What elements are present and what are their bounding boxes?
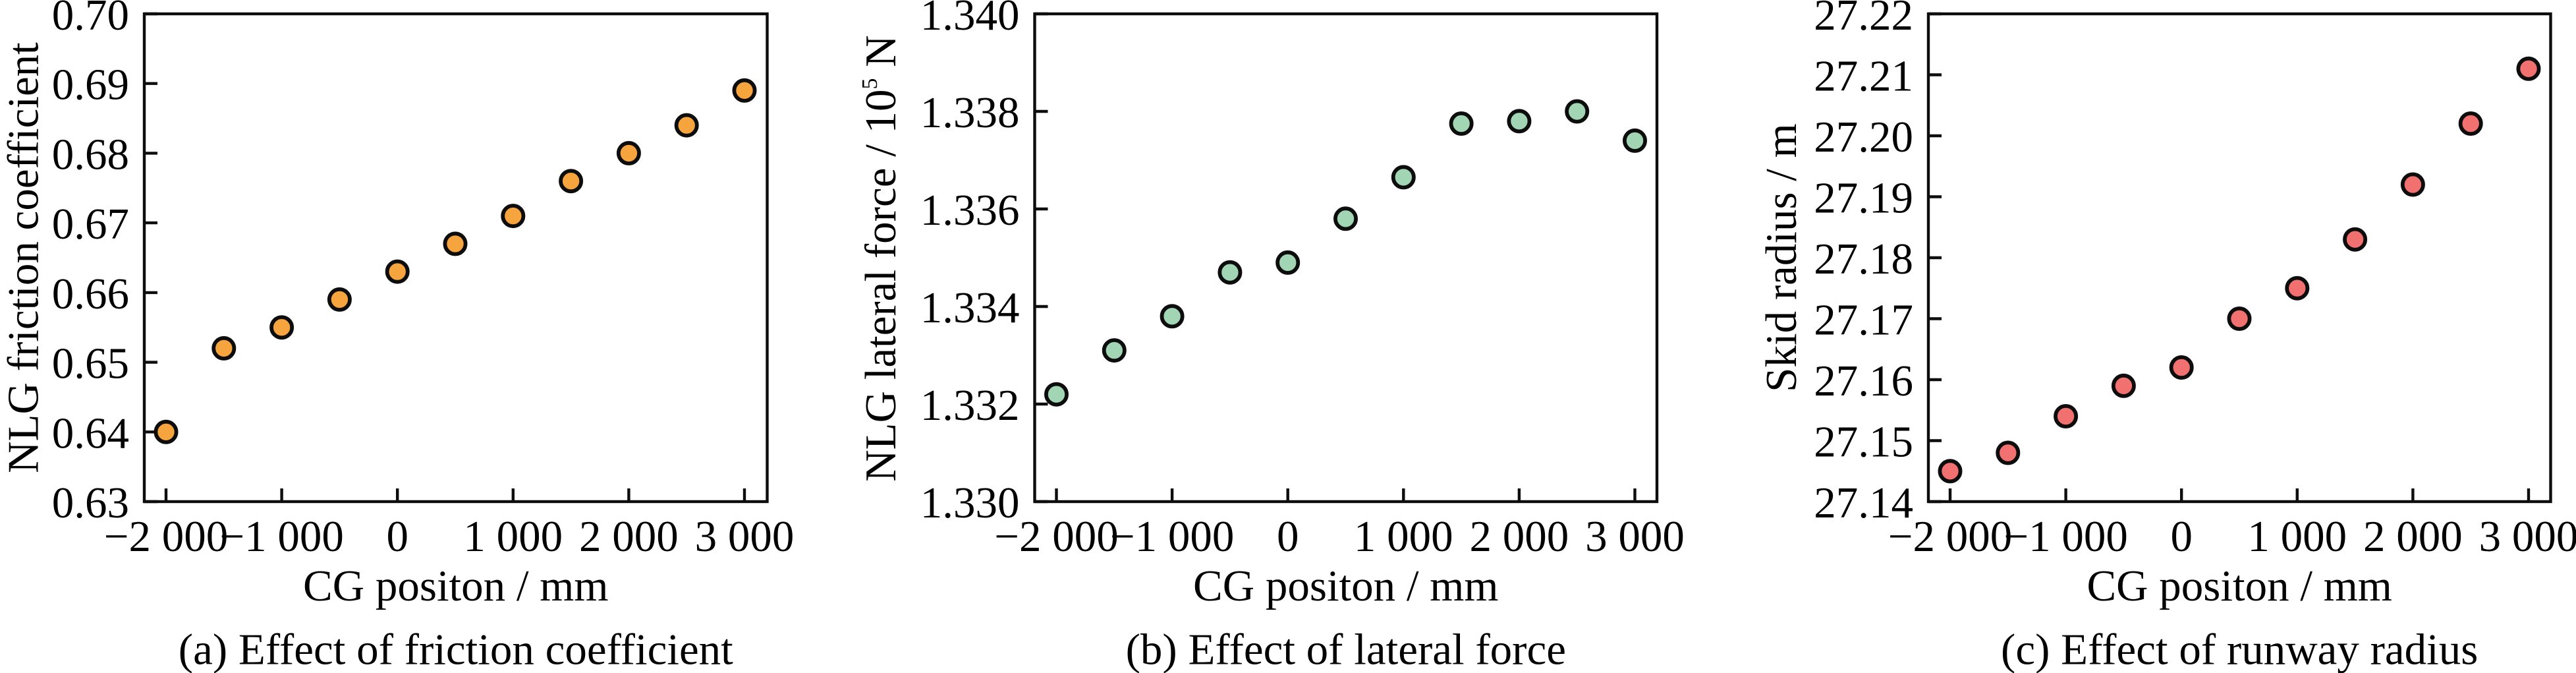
svg-text:0: 0 (1277, 512, 1299, 561)
svg-text:1.338: 1.338 (920, 88, 1020, 137)
svg-text:(c) Effect of runway radius: (c) Effect of runway radius (2001, 626, 2478, 673)
svg-text:27.14: 27.14 (1814, 479, 1913, 527)
svg-text:27.22: 27.22 (1814, 0, 1913, 40)
svg-text:NLG lateral force / 105 N: NLG lateral force / 105 N (856, 35, 905, 481)
svg-text:−2 000: −2 000 (1888, 512, 2013, 561)
svg-text:2 000: 2 000 (579, 512, 679, 561)
svg-text:CG positon / mm: CG positon / mm (2086, 562, 2392, 610)
svg-text:1.330: 1.330 (920, 479, 1020, 527)
svg-text:−2 000: −2 000 (104, 512, 229, 561)
svg-text:0.69: 0.69 (52, 61, 129, 109)
svg-text:27.15: 27.15 (1814, 418, 1913, 467)
svg-text:3 000: 3 000 (695, 512, 795, 561)
svg-text:NLG friction coefficient: NLG friction coefficient (0, 42, 48, 473)
svg-text:−1 000: −1 000 (219, 512, 344, 561)
svg-text:CG positon / mm: CG positon / mm (303, 562, 608, 610)
svg-text:0.63: 0.63 (52, 479, 129, 527)
svg-text:0: 0 (2170, 512, 2193, 561)
svg-text:2 000: 2 000 (1470, 512, 1569, 561)
svg-text:27.20: 27.20 (1814, 113, 1913, 161)
svg-text:1.332: 1.332 (920, 381, 1020, 430)
svg-text:27.16: 27.16 (1814, 357, 1913, 405)
svg-text:0.66: 0.66 (52, 270, 129, 318)
svg-text:2 000: 2 000 (2363, 512, 2463, 561)
svg-text:0: 0 (386, 512, 408, 561)
svg-text:1 000: 1 000 (1354, 512, 1453, 561)
svg-text:−1 000: −1 000 (2003, 512, 2128, 561)
svg-text:−1 000: −1 000 (1110, 512, 1235, 561)
svg-text:27.18: 27.18 (1814, 235, 1913, 283)
svg-text:1 000: 1 000 (2247, 512, 2347, 561)
svg-text:0.67: 0.67 (52, 200, 129, 249)
svg-text:0.65: 0.65 (52, 339, 129, 388)
svg-text:CG positon / mm: CG positon / mm (1193, 562, 1498, 610)
svg-text:−2 000: −2 000 (994, 512, 1119, 561)
svg-text:1.340: 1.340 (920, 0, 1020, 40)
svg-text:1 000: 1 000 (463, 512, 563, 561)
svg-text:27.21: 27.21 (1814, 52, 1913, 101)
svg-text:0.64: 0.64 (52, 409, 129, 457)
svg-text:(b) Effect of lateral force: (b) Effect of lateral force (1126, 626, 1566, 673)
svg-text:0.68: 0.68 (52, 130, 129, 179)
svg-text:27.17: 27.17 (1814, 296, 1913, 345)
svg-text:3 000: 3 000 (2479, 512, 2576, 561)
svg-text:27.19: 27.19 (1814, 174, 1913, 223)
svg-text:1.334: 1.334 (920, 283, 1020, 332)
svg-text:1.336: 1.336 (920, 186, 1020, 235)
svg-text:(a) Effect of friction coeffic: (a) Effect of friction coefficient (179, 626, 733, 673)
svg-text:3 000: 3 000 (1585, 512, 1685, 561)
svg-text:Skid radius / m: Skid radius / m (1757, 123, 1806, 392)
svg-text:0.70: 0.70 (52, 0, 129, 40)
